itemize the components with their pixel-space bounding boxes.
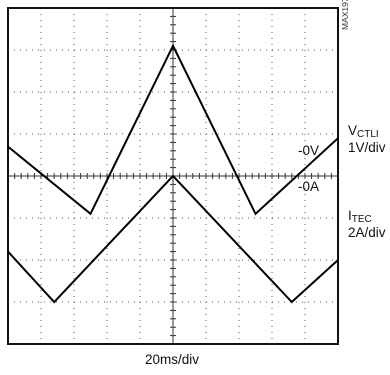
zero-marker-a: -0A <box>298 179 320 194</box>
vctli-subscript: CTLI <box>357 129 379 140</box>
itec-symbol: I <box>348 208 352 223</box>
figure-id-label: MAX1978 toc05 <box>340 0 350 30</box>
vctli-scale-label: 1V/div <box>348 140 386 155</box>
plot-frame <box>7 7 339 345</box>
itec-subscript: TEC <box>351 214 372 225</box>
x-scale-label: 20ms/div <box>145 352 200 367</box>
zero-marker-v: -0V <box>298 143 320 158</box>
trace-vctli <box>7 43 339 216</box>
trace-itec <box>7 174 339 304</box>
zero-marker-a-text: 0A <box>302 179 320 194</box>
vctli-symbol: V <box>348 123 358 138</box>
series-label-vctli: VCTLI <box>348 124 379 140</box>
itec-scale-label: 2A/div <box>348 225 386 240</box>
zero-marker-v-text: 0V <box>302 143 320 158</box>
series-label-itec: ITEC <box>348 209 372 225</box>
